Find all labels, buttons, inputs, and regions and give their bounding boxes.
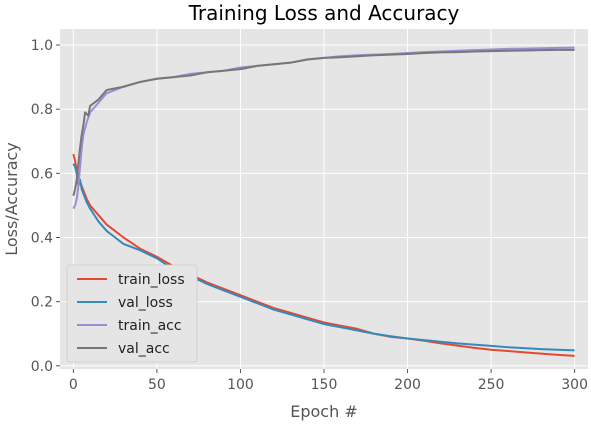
y-axis: 0.0 0.2 0.4 0.6 0.8 1.0 <box>31 38 60 375</box>
x-axis-label: Epoch # <box>290 402 357 421</box>
x-tick-label: 100 <box>227 377 254 393</box>
x-tick-label: 150 <box>311 377 338 393</box>
train_loss-line <box>72 153 575 357</box>
y-tick-label: 0.0 <box>31 359 53 375</box>
train_acc-legend-label: train_acc <box>118 318 182 334</box>
x-tick-label: 0 <box>69 377 78 393</box>
chart-title: Training Loss and Accuracy <box>188 1 460 25</box>
x-axis: 0 50 100 150 200 250 300 <box>69 369 588 393</box>
val_acc-line <box>72 48 575 197</box>
y-tick-label: 0.6 <box>31 166 53 182</box>
y-tick-label: 0.2 <box>31 295 53 311</box>
y-axis-label: Loss/Accuracy <box>2 142 21 256</box>
x-tick-label: 200 <box>394 377 421 393</box>
legend: train_loss val_loss train_acc val_acc <box>66 264 198 363</box>
val_loss-line <box>72 163 575 352</box>
legend-box <box>66 264 198 363</box>
y-tick-label: 0.4 <box>31 230 53 246</box>
val_acc-legend-label: val_acc <box>118 341 170 357</box>
y-tick-label: 0.8 <box>31 102 53 118</box>
series-group <box>72 46 575 357</box>
x-tick-label: 250 <box>478 377 505 393</box>
x-tick-label: 50 <box>148 377 166 393</box>
val_loss-legend-label: val_loss <box>118 295 173 311</box>
train_loss-legend-label: train_loss <box>118 272 185 288</box>
y-tick-label: 1.0 <box>31 38 53 54</box>
x-tick-label: 300 <box>561 377 588 393</box>
